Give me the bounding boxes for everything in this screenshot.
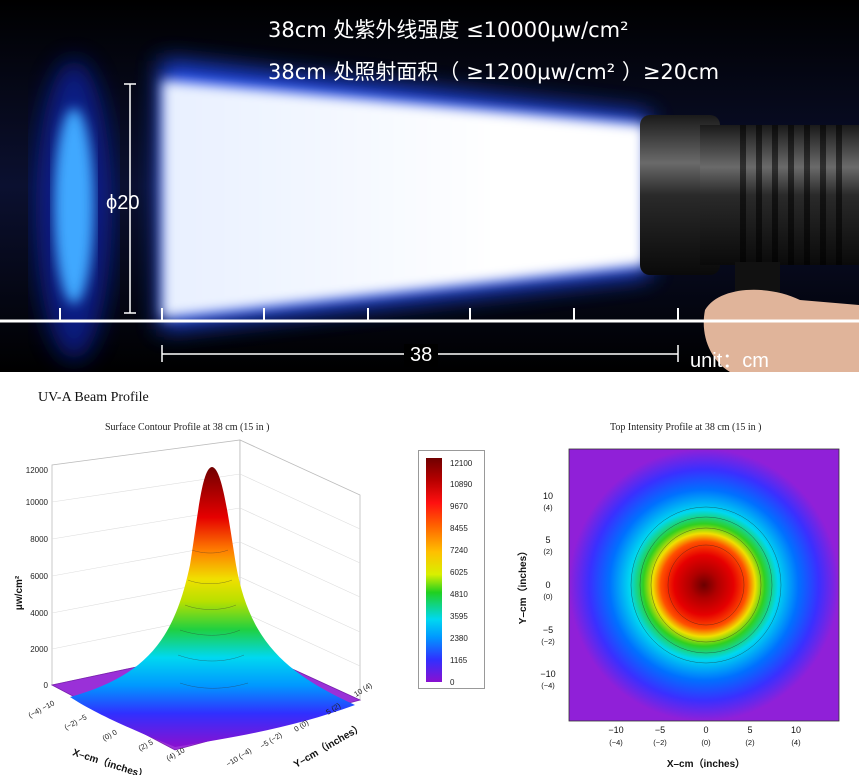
irradiation-area-text: 38cm 处照射面积（ ≥1200μw/cm² ）≥20cm [268,60,720,84]
colorbar-value: 12100 [450,459,473,468]
y-tick-inch: (4) [543,503,553,512]
x-tick-inch: (2) [745,738,755,747]
x-tick: −10 [608,725,623,735]
y-tick: 10 [543,491,553,501]
x-tick-inch: (0) [701,738,711,747]
x-tick: (2) 5 [137,738,155,753]
top-x-axis-label: X–cm（inches） [667,757,745,770]
z-axis-label: μw/cm² [14,575,25,610]
y-tick: −10 [540,669,555,679]
x-tick: (−4) −10 [27,699,56,720]
y-tick: −10 (−4) [224,746,253,769]
z-tick: 2000 [30,645,48,654]
x-tick: (4) 10 [165,746,187,763]
colorbar-value: 1165 [450,656,468,665]
x-tick: (−2) −5 [63,712,89,731]
top-chart-title: Top Intensity Profile at 38 cm (15 in ) [610,422,762,433]
colorbar-value: 6025 [450,568,468,577]
y-tick-inch: (2) [543,547,553,556]
colorbar-legend: 12100 10890 9670 8455 7240 6025 4810 359… [418,450,485,689]
y-tick: 0 [545,580,550,590]
y-tick-inch: (−2) [541,637,555,646]
colorbar-value: 2380 [450,634,468,643]
y-tick-inch: (0) [543,592,553,601]
z-tick: 8000 [30,535,48,544]
colorbar-value: 10890 [450,480,473,489]
colorbar-value: 7240 [450,546,468,555]
x-axis-label: X–cm（inches） [71,745,150,775]
x-tick: 5 [747,725,752,735]
hero-banner: 38cm 处紫外线强度 ≤10000μw/cm² 38cm 处照射面积（ ≥12… [0,0,859,372]
z-tick: 10000 [26,498,49,507]
top-y-axis-label: Y–cm（inches） [516,546,529,624]
x-tick: −5 [655,725,665,735]
x-tick-inch: (4) [791,738,801,747]
x-tick: 0 [703,725,708,735]
y-tick-inch: (−4) [541,681,555,690]
distance-label: 38 [404,344,439,367]
beam-profile-section: UV-A Beam Profile Surface Contour Profil… [0,372,859,775]
x-tick-inch: (−2) [653,738,667,747]
y-tick: 5 [545,535,550,545]
uv-intensity-text: 38cm 处紫外线强度 ≤10000μw/cm² [268,18,629,42]
z-tick: 4000 [30,609,48,618]
y-tick: −5 (−2) [258,730,284,751]
surface-chart-title: Surface Contour Profile at 38 cm (15 in … [105,422,270,433]
diameter-label: ϕ20 [106,192,140,214]
top-intensity-chart: −10 −5 0 5 10 (−4) (−2) (0) (2) (4) 10 5… [516,448,840,770]
x-tick-inch: (−4) [609,738,623,747]
colorbar-value: 9670 [450,502,468,511]
x-tick: (0) 0 [101,728,119,743]
colorbar-value: 8455 [450,524,468,533]
unit-label: unit：cm [690,350,769,372]
x-tick: 10 [791,725,801,735]
colorbar-value: 4810 [450,590,468,599]
colorbar-value: 0 [450,678,455,687]
z-tick: 0 [44,681,49,690]
surface-contour-chart: 0 2000 4000 6000 8000 10000 12000 μw/cm²… [14,439,374,775]
y-tick: −5 [543,625,553,635]
z-tick: 6000 [30,572,48,581]
flashlight-illustration [0,0,859,372]
profile-title: UV-A Beam Profile [38,390,149,405]
colorbar-value: 3595 [450,612,468,621]
z-tick: 12000 [26,466,49,475]
